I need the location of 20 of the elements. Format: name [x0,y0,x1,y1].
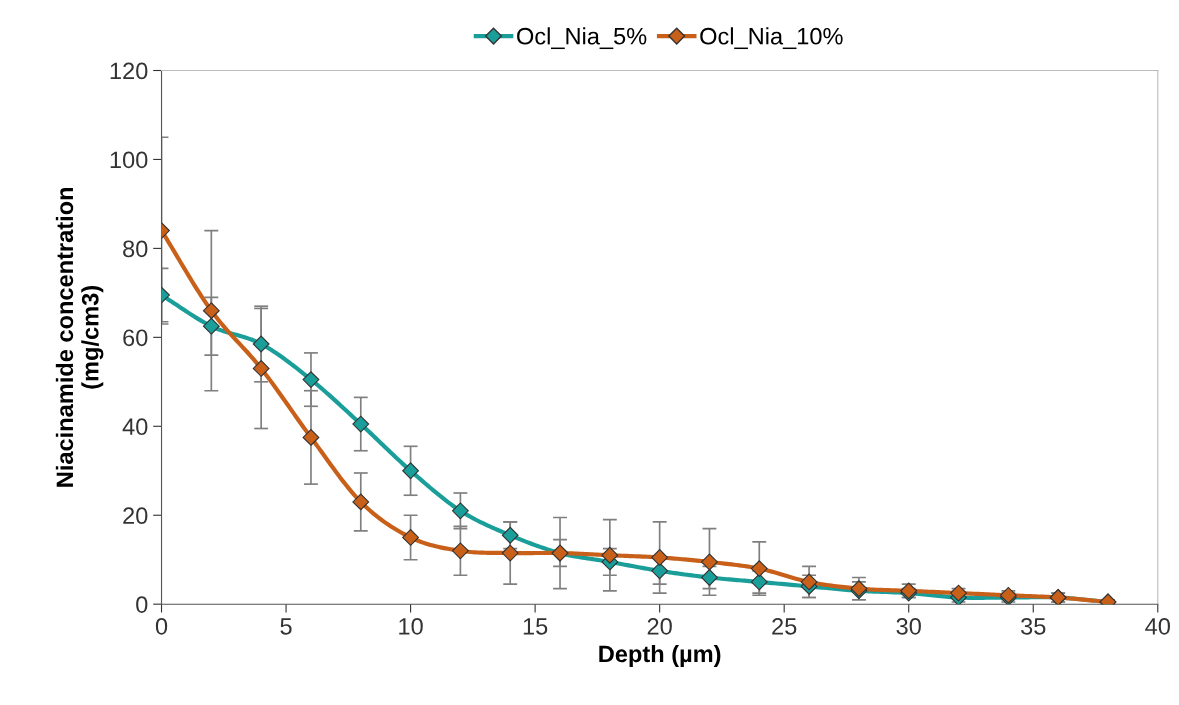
x-tick-label: 0 [155,618,168,635]
y-tick-label: 120 [110,62,148,80]
x-tick-label: 15 [523,618,548,635]
x-tick-label: 5 [280,618,292,635]
x-tick-label: 10 [399,618,423,635]
x-tick-label: 40 [1145,618,1170,635]
y-tick-label: 80 [123,240,148,258]
y-tick-label: 20 [123,507,148,525]
y-tick-label: 100 [110,151,148,169]
x-tick-label: 25 [772,618,797,635]
x-axis-title: Depth (µm) [599,644,721,667]
y-tick-label: 60 [123,329,148,347]
legend-label: Ocl_Nia_5% [517,27,647,50]
x-tick-label: 35 [1021,618,1046,635]
x-tick-label: 20 [647,618,672,635]
y-axis-title: Niacinamide concentration (mg/cm3) [55,187,104,487]
y-tick-label: 40 [122,418,148,436]
legend-label: Ocl_Nia_10% [700,27,843,50]
x-tick-label: 30 [896,618,921,635]
y-tick-label: 0 [136,596,148,613]
